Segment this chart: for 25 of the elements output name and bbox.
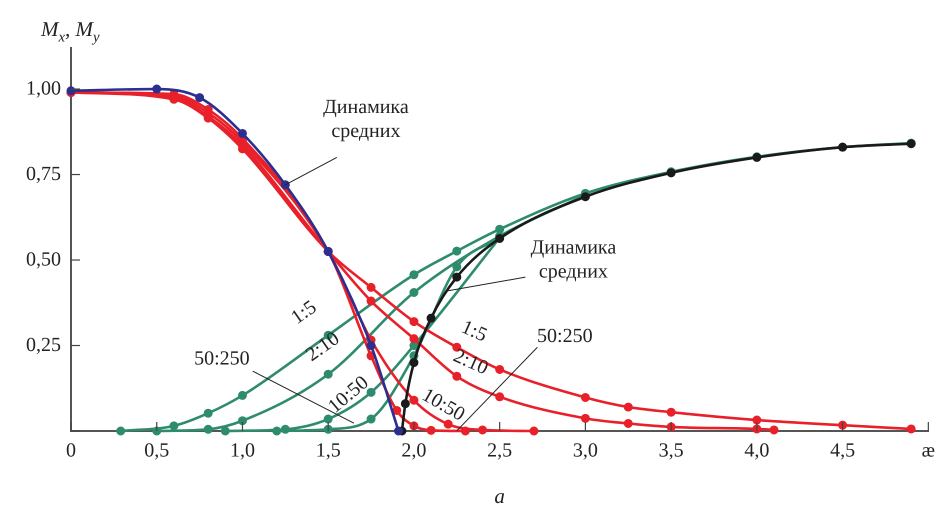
y-tick-label: 1,00 (26, 77, 61, 100)
text: 10:50 (418, 384, 469, 426)
x-tick-label: 1,5 (316, 439, 341, 462)
text: Динамика средних (323, 96, 409, 142)
x-tick-label: 3,0 (572, 439, 598, 462)
x-tick-label: 4,0 (744, 439, 770, 462)
y-tick-label: 0,25 (26, 334, 61, 356)
x-tick-label: 3,5 (658, 439, 684, 462)
text: 2:10 (302, 327, 344, 366)
series-label: Динамика средних (530, 236, 616, 282)
x-tick-label: 2,0 (401, 439, 426, 462)
text: 50:250 (194, 347, 250, 370)
text: 1:5 (286, 296, 321, 329)
x-tick-label: 0,5 (144, 439, 170, 462)
x-tick-label: 0 (66, 439, 76, 462)
x-tick-label: 2,5 (487, 439, 512, 462)
text: 50:250 (537, 325, 593, 348)
text: 2:10 (450, 344, 492, 380)
x-tick-label: 4,5 (830, 439, 856, 462)
x-tick-label: 1,0 (230, 439, 255, 462)
text: 1:5 (458, 316, 490, 346)
x-axis-title: a (494, 484, 505, 508)
x-tick-label: æ (922, 439, 935, 462)
y-tick-label: 0,75 (26, 162, 61, 185)
y-tick-label: 0,50 (26, 248, 61, 270)
